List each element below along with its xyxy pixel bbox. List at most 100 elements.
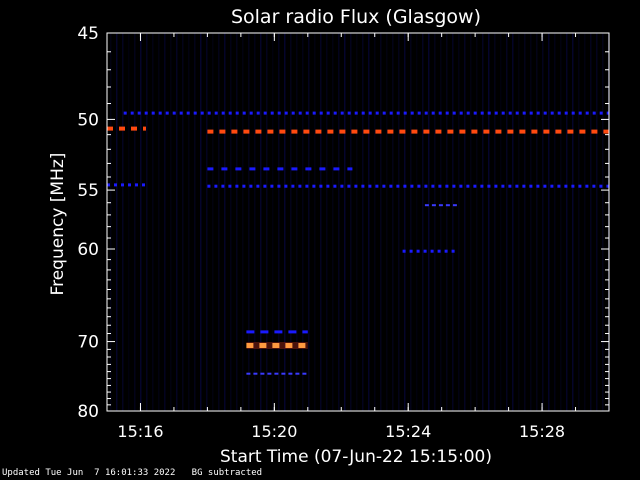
x-tick-label: 15:24 <box>385 422 431 441</box>
band-segment <box>279 129 286 134</box>
texture-column <box>386 33 388 411</box>
texture-column <box>296 33 298 411</box>
texture-column <box>266 33 268 411</box>
band-segment <box>459 184 463 188</box>
emission-band <box>207 167 353 171</box>
texture-column <box>572 33 574 411</box>
band-segment <box>483 129 490 134</box>
band-segment <box>158 111 162 115</box>
band-segment <box>131 126 137 131</box>
band-segment <box>361 111 365 115</box>
band-segment <box>267 129 274 134</box>
texture-column <box>110 33 112 411</box>
band-segment <box>536 184 540 188</box>
texture-column <box>470 33 472 411</box>
band-segment <box>221 184 225 188</box>
x-axis-label: Start Time (07-Jun-22 15:15:00) <box>220 447 492 467</box>
band-segment <box>363 129 370 134</box>
band-segment <box>585 111 589 115</box>
texture-column <box>554 33 556 411</box>
band-segment <box>466 184 470 188</box>
band-segment <box>221 167 228 171</box>
band-segment <box>396 184 400 188</box>
y-tick-label: 70 <box>77 333 99 353</box>
band-segment <box>219 129 226 134</box>
band-segment <box>557 184 561 188</box>
band-segment <box>312 111 316 115</box>
band-segment <box>255 129 262 134</box>
band-segment <box>249 167 256 171</box>
band-segment <box>368 184 372 188</box>
emission-band <box>107 183 145 187</box>
band-segment <box>452 111 456 115</box>
band-segment <box>437 249 441 253</box>
band-segment <box>135 183 138 187</box>
band-segment <box>270 184 274 188</box>
x-tick-label: 15:16 <box>117 422 163 441</box>
texture-column <box>224 33 226 411</box>
band-segment <box>578 184 582 188</box>
band-segment <box>347 111 351 115</box>
texture-column <box>596 33 598 411</box>
band-segment <box>347 184 351 188</box>
texture-column <box>566 33 568 411</box>
band-segment <box>599 184 603 188</box>
band-segment <box>256 111 260 115</box>
band-segment <box>416 249 420 253</box>
texture-column <box>458 33 460 411</box>
texture-column <box>194 33 196 411</box>
band-segment <box>592 184 596 188</box>
band-segment <box>543 184 547 188</box>
band-segment <box>494 111 498 115</box>
texture-column <box>446 33 448 411</box>
band-segment <box>207 167 214 171</box>
texture-column <box>440 33 442 411</box>
band-segment <box>151 111 155 115</box>
texture-column <box>392 33 394 411</box>
texture-column <box>158 33 160 411</box>
band-segment <box>270 111 274 115</box>
texture-column <box>500 33 502 411</box>
texture-column <box>506 33 508 411</box>
band-segment <box>291 111 295 115</box>
band-segment <box>291 129 298 134</box>
band-segment <box>277 167 284 171</box>
texture-column <box>284 33 286 411</box>
band-segment <box>298 111 302 115</box>
band-segment <box>256 184 260 188</box>
texture-column <box>548 33 550 411</box>
band-segment <box>459 111 463 115</box>
band-segment <box>333 167 340 171</box>
band-segment <box>347 167 353 171</box>
emission-band <box>246 342 308 350</box>
band-segment <box>445 111 449 115</box>
texture-column <box>200 33 202 411</box>
texture-column <box>524 33 526 411</box>
band-segment <box>272 343 280 348</box>
band-segment <box>298 184 302 188</box>
band-segment <box>354 111 358 115</box>
band-segment <box>326 184 330 188</box>
texture-column <box>122 33 124 411</box>
plot-area <box>107 33 609 411</box>
texture-column <box>248 33 250 411</box>
texture-column <box>302 33 304 411</box>
texture-column <box>488 33 490 411</box>
band-segment <box>375 184 379 188</box>
band-segment <box>143 126 146 131</box>
emission-band <box>402 249 455 253</box>
band-segment <box>319 167 326 171</box>
band-segment <box>121 183 124 187</box>
band-segment <box>571 111 575 115</box>
band-segment <box>438 204 443 207</box>
band-segment <box>179 111 183 115</box>
band-segment <box>277 111 281 115</box>
band-segment <box>515 111 519 115</box>
band-segment <box>242 111 246 115</box>
band-segment <box>339 129 346 134</box>
band-segment <box>193 111 197 115</box>
band-segment <box>253 372 258 375</box>
band-segment <box>445 204 450 207</box>
band-segment <box>591 129 598 134</box>
band-segment <box>137 111 141 115</box>
